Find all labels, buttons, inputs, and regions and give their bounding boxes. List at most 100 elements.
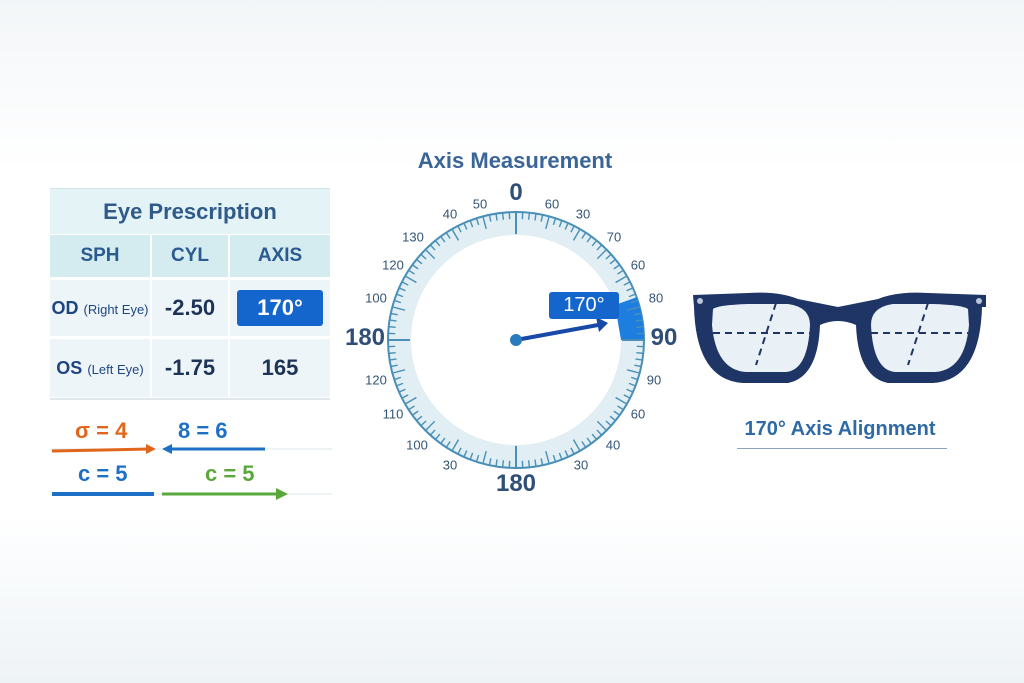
dial-label: 70 [606, 229, 622, 245]
dial-tick [552, 454, 557, 462]
dial-tick [475, 218, 480, 226]
dial-tick [636, 351, 644, 355]
arrow-right-icon [146, 444, 156, 454]
dial-tick [596, 429, 603, 436]
dial-tick [545, 216, 550, 230]
dial-tick [626, 388, 634, 393]
dial-tick [463, 450, 468, 458]
dial-tick [401, 394, 409, 399]
dial-label: 80 [648, 290, 664, 306]
row-od-axis-cell: 170° [230, 280, 330, 336]
dial-tick [404, 396, 417, 405]
dial-tick [495, 459, 498, 467]
dial-tick [488, 458, 492, 466]
dial-tick [615, 275, 628, 284]
caption-underline [737, 448, 947, 449]
dial-tick [392, 306, 406, 311]
dial-tick [390, 364, 398, 368]
dial-tick [424, 248, 436, 260]
dial-tick [396, 382, 404, 387]
dial-label: 40 [605, 437, 621, 453]
dial-label: 180 [495, 470, 537, 497]
dial-label: 0 [509, 179, 523, 206]
dial-tick [605, 253, 612, 260]
dial-tick [586, 437, 592, 444]
dial-needle [515, 323, 599, 342]
dial-tick [445, 232, 451, 239]
dial-tick [412, 410, 419, 416]
dial-label: 100 [406, 437, 428, 453]
dial-value-badge: 170° [549, 292, 619, 319]
row-od-cyl: -2.50 [152, 280, 228, 336]
dial-tick [457, 447, 462, 455]
dial-tick [416, 258, 423, 265]
dial-tick [469, 220, 474, 228]
dial-tick [630, 376, 638, 381]
equation: c = 5 [205, 461, 255, 486]
dial-tick [475, 454, 480, 462]
dial-tick [440, 437, 446, 444]
dial-tick [617, 269, 624, 275]
dial-tick [634, 312, 642, 316]
dial-tick [545, 450, 550, 464]
equation: 8 = 6 [178, 418, 228, 443]
dial-tick [392, 369, 406, 374]
dial-tick [586, 236, 592, 243]
dial-tick [429, 244, 436, 251]
dial-label: 50 [472, 196, 488, 212]
dial-tick [388, 351, 396, 355]
dial-tick [613, 264, 620, 270]
header-axis: AXIS [230, 235, 330, 277]
dial-tick [534, 459, 537, 467]
dial-tick [552, 218, 557, 226]
dial-tick [635, 319, 643, 322]
dial-tick [501, 460, 505, 468]
dial-label: 120 [365, 372, 387, 388]
dial-center [510, 334, 522, 346]
dial-label: 130 [402, 229, 424, 245]
header-cyl: CYL [152, 235, 228, 277]
dial-tick [488, 214, 492, 222]
dial-tick [390, 312, 398, 316]
arrow-right-icon [276, 488, 288, 500]
dial-tick [527, 212, 531, 220]
dial-label: 90 [650, 324, 678, 351]
dial-label: 110 [382, 406, 404, 422]
dial-tick [634, 364, 642, 368]
dial-tick [609, 258, 616, 265]
dial-tick [626, 369, 640, 374]
row-os-eye: OS (Left Eye) [50, 339, 150, 397]
dial-tick [572, 439, 581, 452]
dial-tick [613, 410, 620, 416]
dial-tick [408, 269, 415, 275]
arrow-left-icon [162, 444, 172, 454]
dial-tick [623, 394, 631, 399]
dial-tick [408, 405, 415, 411]
arrows [50, 444, 332, 500]
dial-tick [495, 213, 498, 221]
table-title: Eye Prescription [50, 188, 330, 234]
dial-label: 120 [382, 257, 404, 273]
equation: σ = 4 [75, 418, 128, 443]
dial-tick [626, 306, 640, 311]
dial-tick [564, 450, 569, 458]
dial-tick [396, 293, 404, 298]
dial-tick [630, 299, 638, 304]
dial-tick [463, 222, 468, 230]
dial-tick [636, 325, 644, 329]
dial-tick [389, 319, 397, 322]
dial-tick [451, 439, 460, 452]
dial-tick [394, 376, 402, 381]
dial-tick [596, 244, 603, 251]
dial-title: Axis Measurement [417, 148, 613, 173]
eye-label: OS [56, 357, 83, 378]
dial-tick [420, 420, 427, 427]
dial-tick [401, 281, 409, 286]
glasses-caption: 170° Axis Alignment [744, 418, 936, 440]
dial-tick [628, 382, 636, 387]
dial-label: 60 [630, 257, 646, 273]
dial-tick [420, 253, 427, 260]
dial-tick [451, 228, 460, 241]
dial-tick [482, 216, 487, 230]
